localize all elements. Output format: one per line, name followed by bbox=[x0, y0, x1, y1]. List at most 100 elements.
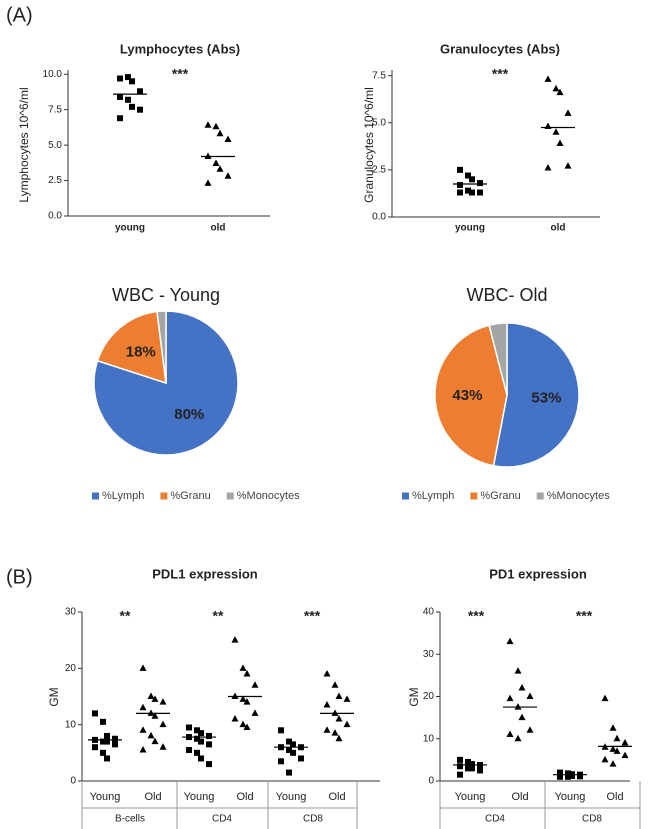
panel-label: (B) bbox=[6, 566, 33, 588]
y-tick-label: 0 bbox=[70, 776, 76, 787]
y-tick-label: 20 bbox=[423, 691, 435, 702]
legend-swatch bbox=[536, 492, 544, 500]
point bbox=[117, 93, 123, 100]
point bbox=[506, 694, 514, 702]
point bbox=[243, 669, 251, 677]
point bbox=[621, 738, 629, 746]
group-label: B-cells bbox=[115, 814, 145, 825]
legend-swatch bbox=[92, 492, 99, 500]
point bbox=[239, 695, 247, 702]
point bbox=[194, 735, 200, 742]
point bbox=[198, 738, 204, 745]
point bbox=[147, 731, 155, 739]
point bbox=[465, 187, 471, 194]
point bbox=[477, 189, 483, 196]
y-tick-label: 7.5 bbox=[48, 104, 62, 115]
point bbox=[621, 751, 629, 759]
point bbox=[92, 744, 98, 751]
point bbox=[609, 760, 617, 767]
y-tick-label: 2.5 bbox=[372, 165, 386, 176]
x-tick-label: Young bbox=[455, 791, 486, 803]
point bbox=[92, 710, 98, 717]
point bbox=[331, 729, 339, 736]
point bbox=[278, 758, 284, 765]
point bbox=[125, 74, 131, 81]
y-tick-label: 7.5 bbox=[372, 70, 386, 81]
x-tick-label: Old bbox=[606, 791, 623, 803]
point bbox=[194, 727, 200, 734]
point bbox=[557, 773, 563, 780]
point bbox=[564, 162, 572, 169]
point bbox=[565, 773, 571, 780]
y-tick-label: 30 bbox=[423, 649, 435, 660]
point bbox=[552, 84, 560, 92]
point bbox=[204, 152, 212, 159]
chart-title: Granulocytes (Abs) bbox=[440, 41, 560, 56]
point bbox=[457, 181, 463, 188]
point bbox=[147, 709, 155, 716]
annotation: *** bbox=[492, 66, 509, 82]
point bbox=[212, 122, 220, 130]
point bbox=[335, 715, 343, 722]
annotation: *** bbox=[468, 608, 485, 624]
point bbox=[216, 129, 224, 137]
x-tick-label: old bbox=[211, 223, 226, 234]
point bbox=[151, 737, 159, 745]
y-tick-label: 5.0 bbox=[372, 117, 386, 128]
point bbox=[198, 730, 204, 737]
point bbox=[137, 106, 143, 113]
legend-label: %Monocytes bbox=[547, 490, 610, 502]
point bbox=[601, 755, 609, 763]
point bbox=[556, 88, 564, 96]
legend-swatch bbox=[226, 492, 234, 500]
y-tick-label: 2.5 bbox=[48, 175, 62, 186]
point bbox=[544, 164, 552, 171]
point bbox=[147, 692, 155, 699]
point bbox=[159, 720, 167, 728]
legend-label: %Lymph bbox=[412, 490, 454, 502]
point bbox=[159, 743, 167, 750]
point bbox=[216, 165, 224, 172]
point bbox=[125, 96, 131, 103]
y-tick-label: 0.0 bbox=[372, 212, 386, 223]
point bbox=[104, 732, 110, 739]
x-tick-label: young bbox=[115, 223, 145, 234]
point bbox=[469, 176, 475, 183]
pie-slice bbox=[488, 322, 508, 396]
chart-title: WBC- Old bbox=[467, 285, 548, 305]
point bbox=[506, 730, 514, 738]
point bbox=[243, 698, 251, 705]
point bbox=[231, 715, 239, 722]
point bbox=[343, 720, 351, 728]
chart-title: Lymphocytes (Abs) bbox=[120, 41, 240, 56]
point bbox=[526, 726, 534, 733]
point bbox=[286, 769, 292, 776]
point bbox=[231, 692, 239, 699]
point bbox=[139, 746, 147, 753]
y-tick-label: 10 bbox=[423, 733, 435, 744]
point bbox=[286, 747, 292, 754]
point bbox=[194, 749, 200, 756]
point bbox=[323, 726, 331, 733]
group-label: CD8 bbox=[582, 814, 602, 825]
point bbox=[465, 172, 471, 179]
point bbox=[100, 749, 106, 756]
slice-label: 53% bbox=[531, 390, 561, 407]
y-tick-label: 10.0 bbox=[43, 69, 63, 80]
point bbox=[469, 765, 475, 772]
slice-label: 43% bbox=[452, 387, 482, 404]
point bbox=[609, 745, 617, 752]
point bbox=[514, 703, 522, 710]
y-axis-label: Granulocytes 10^6/ml bbox=[362, 87, 376, 203]
chart-title: PDL1 expression bbox=[152, 566, 258, 581]
y-tick-label: 10 bbox=[65, 719, 77, 730]
point bbox=[469, 189, 475, 196]
point bbox=[224, 135, 232, 142]
x-tick-label: Old bbox=[328, 791, 345, 803]
point bbox=[139, 726, 147, 733]
point bbox=[204, 179, 212, 186]
x-tick-label: Young bbox=[90, 791, 121, 803]
panel-label: (A) bbox=[6, 4, 33, 26]
point bbox=[331, 709, 339, 716]
